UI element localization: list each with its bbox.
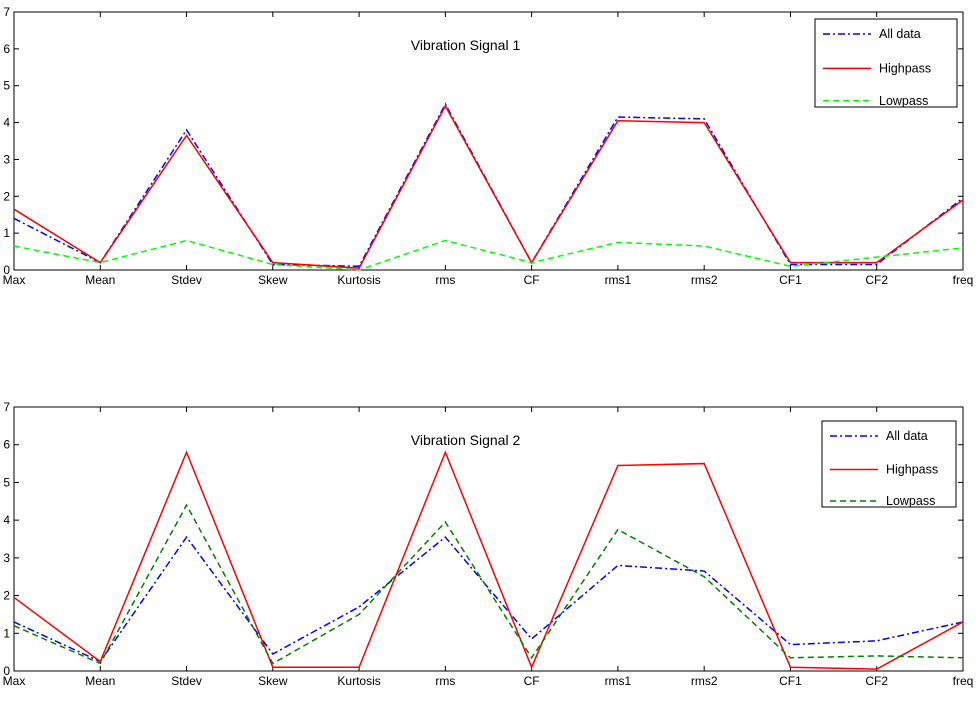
x-tick-label: Kurtosis: [337, 273, 380, 287]
y-tick-label: 3: [3, 551, 10, 565]
axes-box: [13, 406, 964, 672]
chart-title: Vibration Signal 1: [411, 37, 521, 53]
y-tick-label: 4: [3, 513, 10, 527]
chart-title: Vibration Signal 2: [411, 432, 521, 448]
x-tick-label: CF2: [865, 273, 888, 287]
x-tick-label: CF: [524, 273, 540, 287]
y-tick-label: 7: [3, 400, 10, 414]
y-tick-label: 2: [3, 189, 10, 203]
axes-box: [13, 11, 964, 271]
y-tick-label: 1: [3, 226, 10, 240]
plot-panel-2: 0 1 2 3 4 5 6 7 Max Mean Stdev Skew Kurtosis rms CF rms…: [3, 400, 974, 688]
y-tick-label: 5: [3, 79, 10, 93]
y-tick-label: 6: [3, 438, 10, 452]
x-tick-label: CF1: [779, 273, 802, 287]
x-tick-label: freq: [953, 273, 974, 287]
x-tick-label: Kurtosis: [337, 674, 380, 688]
legend-label: All data: [879, 27, 921, 41]
x-tick-label: Mean: [85, 273, 115, 287]
x-tick-label: rms2: [691, 273, 718, 287]
legend-label: Lowpass: [879, 94, 928, 108]
series-line-lowpass: [13, 239, 964, 271]
y-tick-label: 5: [3, 475, 10, 489]
x-tick-label: rms1: [605, 674, 632, 688]
legend-label: All data: [886, 429, 928, 443]
y-tick-label: 3: [3, 152, 10, 166]
y-tick-label: 4: [3, 116, 10, 130]
x-tick-label: rms: [435, 674, 455, 688]
y-tick-label: 0: [3, 664, 10, 678]
x-tick-label: Max: [3, 273, 26, 287]
x-tick-label: rms: [435, 273, 455, 287]
x-tick-label: Mean: [85, 674, 115, 688]
x-tick-label: CF: [524, 674, 540, 688]
plot-panel-1: 0 1 2 3 4 5 6 7 Max Mean Stdev Skew Kurtosis rms CF rms…: [3, 5, 974, 287]
x-tick-label: Stdev: [171, 674, 202, 688]
x-tick-label: CF2: [865, 674, 888, 688]
x-tick-label: CF1: [779, 674, 802, 688]
series-line-highpass: [13, 450, 964, 670]
y-tick-label: 7: [3, 5, 10, 19]
y-tick-label: 6: [3, 42, 10, 56]
x-tick-label: Stdev: [171, 273, 202, 287]
x-tick-label: freq: [953, 674, 974, 688]
series-line-highpass: [13, 104, 964, 269]
x-tick-label: Skew: [258, 273, 288, 287]
y-tick-label: 2: [3, 589, 10, 603]
x-tick-label: rms2: [691, 674, 718, 688]
series-line-all-data: [13, 535, 964, 663]
legend-label: Highpass: [879, 61, 931, 75]
legend: All data Highpass Lowpass: [821, 420, 957, 508]
y-tick-label: 1: [3, 626, 10, 640]
x-tick-label: rms1: [605, 273, 632, 287]
x-tick-label: Skew: [258, 674, 288, 688]
series-line-lowpass: [13, 503, 964, 665]
legend-label: Highpass: [886, 463, 938, 477]
legend-label: Lowpass: [886, 494, 935, 508]
x-tick-label: Max: [3, 674, 26, 688]
y-tick-label: 0: [3, 263, 10, 277]
legend: All data Highpass Lowpass: [814, 18, 958, 108]
legend-box: [821, 420, 957, 508]
